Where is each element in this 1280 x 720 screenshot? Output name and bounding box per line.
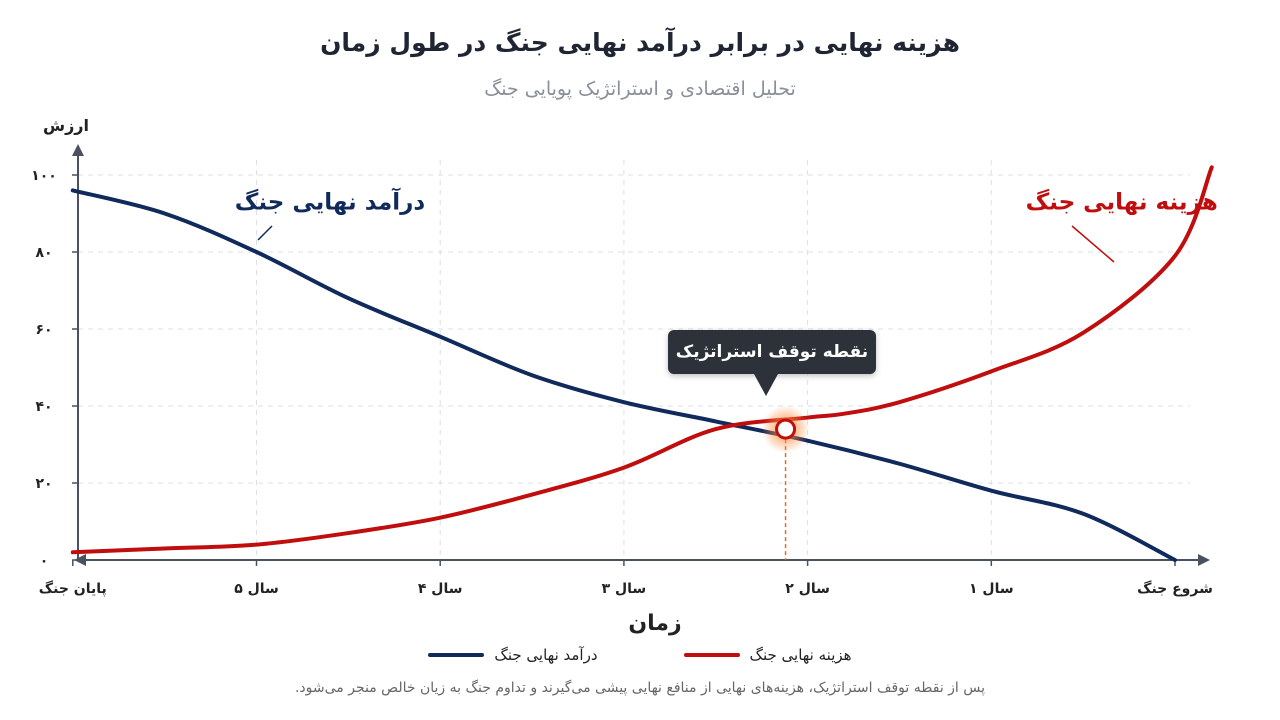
legend-label-revenue: درآمد نهایی جنگ: [494, 646, 598, 664]
series-line-revenue: [70, 188, 1177, 562]
x-tick-label: سال ۲: [785, 581, 830, 597]
legend-item-revenue: درآمد نهایی جنگ: [428, 646, 598, 664]
series-label-leader-cost: [1071, 225, 1115, 263]
legend: درآمد نهایی جنگ هزینه نهایی جنگ: [0, 646, 1280, 664]
x-axis-arrow-left: [74, 554, 86, 566]
y-tick-label: ۱۰۰: [31, 168, 57, 184]
y-tick-label: ۰: [40, 553, 49, 569]
legend-label-cost: هزینه نهایی جنگ: [749, 646, 852, 664]
series-label-cost: هزینه نهایی جنگ: [1026, 189, 1218, 216]
chart-title: هزینه نهایی در برابر درآمد نهایی جنگ در …: [320, 28, 960, 57]
y-tick-label: ۸۰: [35, 245, 52, 261]
x-axis-arrow-right: [1198, 554, 1210, 566]
y-tick-label: ۴۰: [35, 399, 52, 415]
legend-swatch-cost: [683, 653, 740, 657]
x-tick-label: پایان جنگ: [39, 580, 107, 597]
x-tick-label: شروع جنگ: [1137, 580, 1213, 597]
x-tick-label: سال ۴: [418, 581, 463, 597]
axes: ۰ ۲۰ ۴۰ ۶۰ ۸۰ ۱۰۰ شروع جنگ سال ۱ سال ۲ سال ۳ سال ۴…: [31, 116, 1213, 636]
series-label-revenue: درآمد نهایی جنگ: [235, 187, 426, 216]
strategic-stop-callout: نقطه توقف استراتژیک: [668, 330, 876, 396]
x-tick-label: سال ۵: [234, 581, 279, 597]
labels-group: درآمد نهایی جنگ هزینه نهایی جنگ: [235, 187, 1218, 263]
x-tick-label: سال ۳: [602, 581, 647, 597]
y-axis-label: ارزش: [43, 116, 89, 135]
legend-item-cost: هزینه نهایی جنگ: [683, 646, 852, 664]
series-label-leader-revenue: [257, 225, 273, 241]
series-line-cost: [70, 165, 1214, 555]
x-tick-label: سال ۱: [969, 581, 1014, 597]
y-tick-label: ۶۰: [35, 322, 52, 338]
chart-subtitle: تحلیل اقتصادی و استراتژیک پویایی جنگ: [484, 78, 796, 100]
series-group: [70, 165, 1214, 562]
annotation-group: [761, 405, 810, 560]
x-axis-label: زمان: [628, 611, 681, 636]
annotation-point: [775, 418, 797, 440]
legend-swatch-revenue: [428, 653, 485, 657]
chart-canvas: ۰ ۲۰ ۴۰ ۶۰ ۸۰ ۱۰۰ شروع جنگ سال ۱ سال ۲ سال ۳ سال ۴…: [31, 116, 1218, 636]
y-axis-arrow: [72, 144, 84, 156]
footnote: پس از نقطه توقف استراتژیک، هزینه‌های نها…: [294, 680, 986, 696]
y-tick-label: ۲۰: [35, 476, 52, 492]
